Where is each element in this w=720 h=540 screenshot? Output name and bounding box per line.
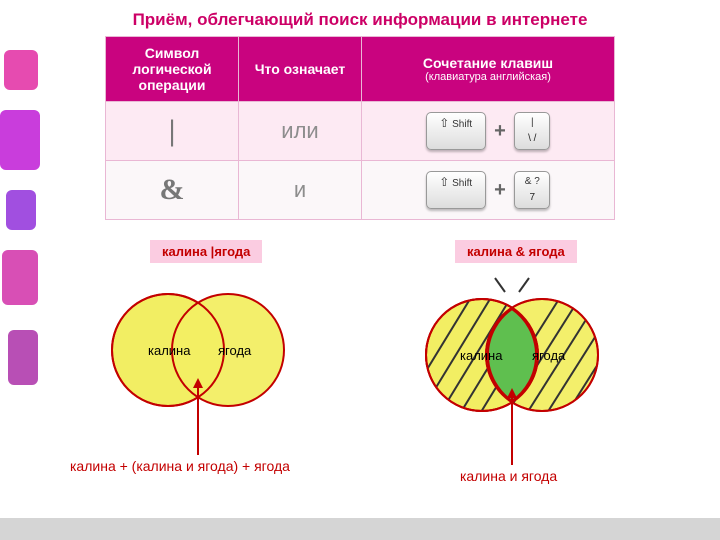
meaning-and: и	[294, 177, 306, 202]
venn-and: калина ягода	[400, 270, 630, 480]
and-right-text: ягода	[532, 348, 566, 363]
symbol-and: &	[160, 173, 185, 206]
venn-or: калина ягода	[90, 270, 300, 470]
logic-table: Символ логической операции Что означает …	[105, 36, 615, 220]
key-shift: ⇧ Shift	[426, 171, 486, 209]
or-right-text: ягода	[218, 343, 252, 358]
page-title: Приём, облегчающий поиск информации в ин…	[0, 10, 720, 30]
plus-icon: +	[494, 120, 506, 142]
key-amp: & ? 7	[514, 171, 550, 209]
footer-bar	[0, 518, 720, 540]
key-pipe: | \ /	[514, 112, 550, 150]
symbol-or: |	[169, 114, 176, 147]
and-caption: калина и ягода	[460, 468, 557, 484]
and-query-label: калина & ягода	[455, 240, 577, 263]
table-row: | или ⇧ Shift + | \ /	[106, 102, 615, 161]
diagram-area: калина |ягода калина & ягода калина ягод…	[0, 230, 720, 530]
meaning-or: или	[281, 118, 318, 143]
and-left-text: калина	[460, 348, 503, 363]
plus-icon: +	[494, 179, 506, 201]
or-caption: калина + (калина и ягода) + ягода	[70, 458, 290, 474]
table-row: & и ⇧ Shift + & ? 7	[106, 161, 615, 220]
col-keys: Сочетание клавиш (клавиатура английская)	[362, 37, 615, 102]
or-left-text: калина	[148, 343, 191, 358]
key-shift: ⇧ Shift	[426, 112, 486, 150]
or-query-label: калина |ягода	[150, 240, 262, 263]
col-meaning: Что означает	[239, 37, 362, 102]
col-symbol: Символ логической операции	[106, 37, 239, 102]
